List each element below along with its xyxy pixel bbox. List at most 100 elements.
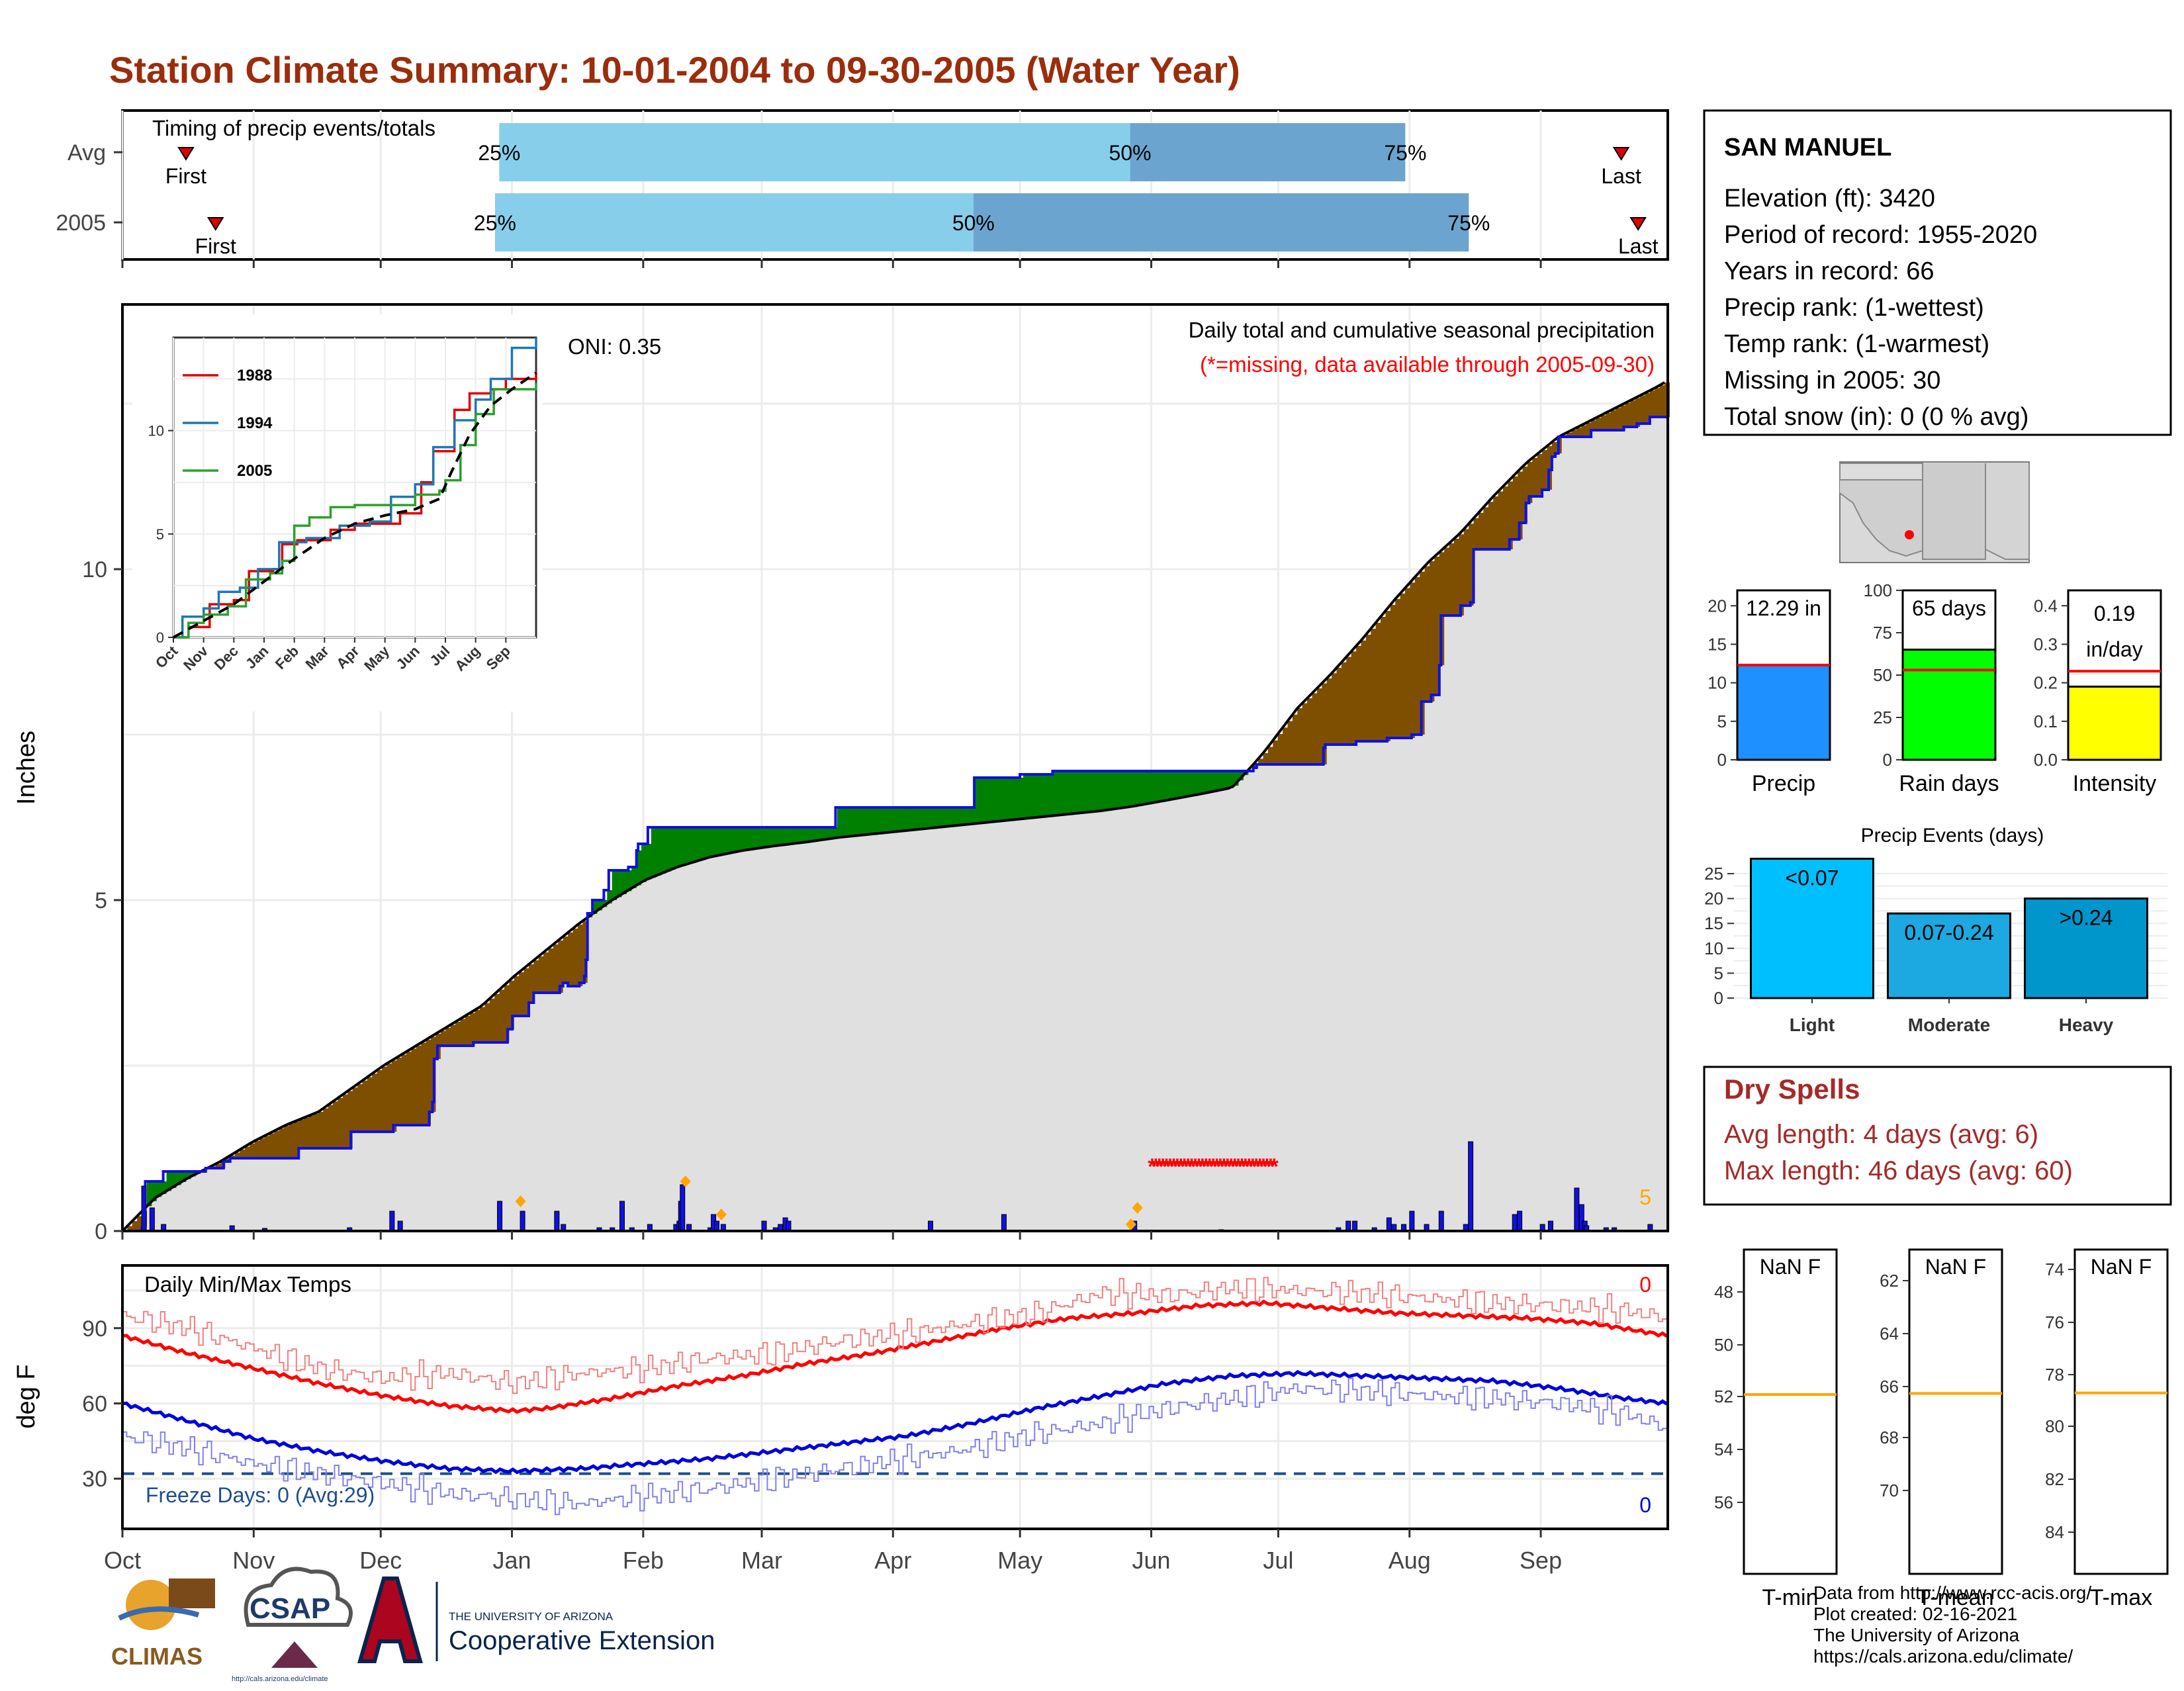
cumulative-fill xyxy=(1185,797,1191,1231)
cumulative-fill xyxy=(656,876,662,1231)
below-average-area xyxy=(250,1144,255,1158)
cumulative-fill xyxy=(1091,811,1097,1231)
above-average-area xyxy=(621,870,627,894)
cumulative-fill xyxy=(954,825,960,1231)
above-average-area xyxy=(881,807,887,833)
cumulative-fill xyxy=(289,1158,295,1231)
cumulative-fill xyxy=(279,1158,285,1231)
temp-box-frame xyxy=(1743,1248,1838,1575)
below-average-area xyxy=(1292,714,1298,764)
below-average-area xyxy=(1522,467,1528,523)
below-average-area xyxy=(1547,446,1553,490)
cumulative-fill xyxy=(1640,424,1646,1231)
cumulative-fill xyxy=(347,1148,353,1231)
missing-marker: * xyxy=(1227,1154,1236,1179)
below-average-area xyxy=(1615,408,1621,430)
cumulative-fill xyxy=(489,1042,495,1231)
above-average-area xyxy=(822,827,828,840)
below-average-area xyxy=(538,956,544,993)
above-average-area xyxy=(1199,771,1205,794)
cumulative-fill xyxy=(1561,437,1567,1231)
below-average-area xyxy=(342,1094,348,1148)
above-average-area xyxy=(1160,771,1166,801)
timing-p25-label: 25% xyxy=(474,211,516,235)
cumulative-fill xyxy=(313,1148,319,1231)
cumulative-fill xyxy=(964,825,970,1231)
below-average-area xyxy=(1600,415,1606,430)
cumulative-fill xyxy=(666,872,672,1231)
cumulative-fill xyxy=(543,993,549,1231)
above-average-area xyxy=(680,827,686,866)
below-average-area xyxy=(1537,454,1543,496)
inset-legend-label: 1994 xyxy=(237,414,273,432)
month-axis: Oct Nov Dec Jan Feb Mar Apr May Jun Jul Aug Sep xyxy=(104,1529,1562,1574)
temp-frame xyxy=(121,1264,1669,1530)
cumulative-fill xyxy=(1243,775,1249,1231)
cumulative-fill xyxy=(1234,786,1240,1231)
timing-p75-label: 75% xyxy=(1384,141,1426,165)
cumulative-fill xyxy=(1199,794,1205,1231)
timing-bar-lower xyxy=(499,123,1130,181)
cumulative-fill xyxy=(1336,745,1342,1231)
snow-marker xyxy=(715,1209,727,1220)
cumulative-fill xyxy=(284,1158,290,1231)
timing-row-label-year: 2005 xyxy=(56,210,106,236)
cumulative-fill xyxy=(749,849,754,1231)
cumulative-fill xyxy=(651,878,657,1231)
daily-precip-bar xyxy=(714,1220,720,1232)
cumulative-fill xyxy=(1600,430,1606,1231)
cumulative-fill xyxy=(1145,803,1151,1231)
above-average-area xyxy=(827,827,833,839)
cumulative-fill xyxy=(989,822,995,1231)
cumulative-fill xyxy=(318,1148,324,1231)
temp-box-y-tick-label: 56 xyxy=(1714,1492,1733,1512)
temp-box-label: T-max xyxy=(2090,1585,2152,1610)
cumulative-fill xyxy=(1414,735,1420,1231)
cumulative-fill xyxy=(352,1132,358,1231)
below-average-area xyxy=(1459,534,1465,616)
first-label: First xyxy=(165,164,206,188)
month-label: Jan xyxy=(493,1547,531,1574)
cumulative-fill xyxy=(1635,427,1641,1231)
cumulative-fill xyxy=(832,838,838,1231)
cumulative-fill xyxy=(1155,802,1161,1231)
temp-panel: 30 60 90 deg F Daily Min/Max Temps Freeze … xyxy=(13,1264,1669,1574)
cumulative-fill xyxy=(636,885,642,1231)
cumulative-fill xyxy=(1351,745,1357,1231)
min_obs-line xyxy=(122,1377,1668,1516)
csap-cloud xyxy=(244,1567,353,1627)
below-average-area xyxy=(470,1013,476,1046)
cumulative-fill xyxy=(1498,549,1504,1231)
above-average-area xyxy=(1028,774,1034,819)
cumulative-fill xyxy=(342,1148,348,1231)
below-average-area xyxy=(1410,582,1416,738)
map-state-arizona xyxy=(1922,463,1986,560)
month-label: Sep xyxy=(1520,1547,1562,1574)
below-average-area xyxy=(1571,430,1577,437)
cumulative-fill xyxy=(1390,738,1396,1231)
first-marker xyxy=(177,147,195,161)
daily-precip-bar xyxy=(149,1207,155,1232)
below-average-area xyxy=(264,1136,270,1158)
station-line: Years in record: 66 xyxy=(1724,257,1934,285)
cumulative-fill xyxy=(362,1132,368,1231)
below-average-area xyxy=(548,948,554,993)
cumulative-fill xyxy=(690,863,696,1231)
above-average-area xyxy=(768,827,774,847)
below-average-area xyxy=(333,1101,339,1148)
above-average-area xyxy=(161,1181,167,1194)
above-average-area xyxy=(705,827,711,859)
cumulative-fill xyxy=(1449,616,1455,1231)
cumulative-fill xyxy=(1209,792,1215,1231)
below-average-area xyxy=(235,1152,241,1158)
below-average-area xyxy=(1463,529,1469,606)
daily-precip-bar xyxy=(786,1220,792,1232)
station-location-marker xyxy=(1905,530,1914,539)
below-average-area xyxy=(1356,646,1362,741)
inset-y-tick-label: 0 xyxy=(156,629,164,646)
above-average-area xyxy=(940,807,946,827)
above-average-area xyxy=(832,827,838,839)
cumulative-fill xyxy=(1287,764,1293,1231)
cumulative-fill xyxy=(773,846,779,1231)
temp-box-y-tick-label: 68 xyxy=(1880,1428,1899,1447)
